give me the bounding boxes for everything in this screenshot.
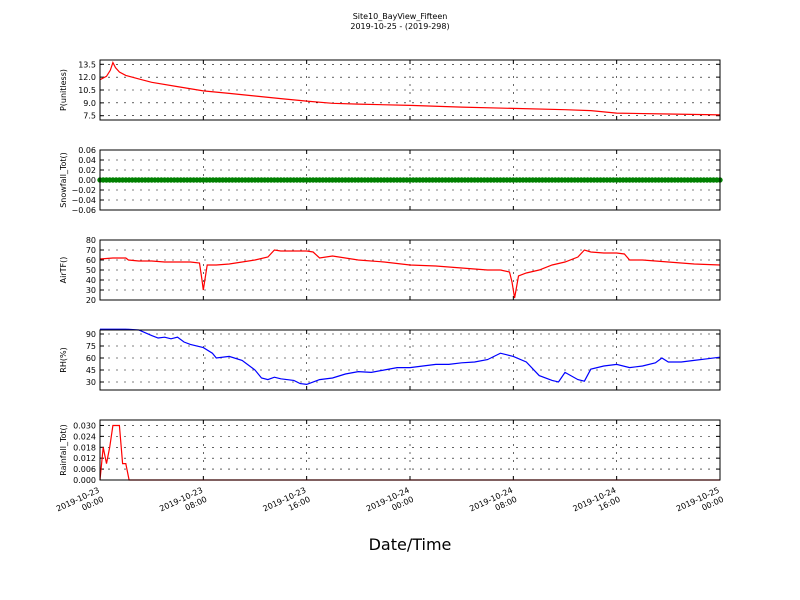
y-tick-label: 10.5 <box>78 86 96 95</box>
y-tick-label: 80 <box>86 236 96 245</box>
plot-frame <box>99 329 721 391</box>
x-axis-ticks: 2019-10-2300:00 2019-10-2308:00 2019-10-23… <box>55 486 725 523</box>
series-line-1 <box>99 61 721 116</box>
x-tick-label: 2019-10-2300:00 <box>55 486 105 523</box>
y-tick-label: 0.06 <box>78 146 96 155</box>
y-tick-label: 45 <box>86 366 96 375</box>
plot-frame <box>99 419 721 481</box>
x-tick-label: 2019-10-2316:00 <box>262 486 312 523</box>
y-tick-label: 0.04 <box>78 156 96 165</box>
y-tick-label: 90 <box>86 330 96 339</box>
y-tick-label: 0.024 <box>73 432 96 441</box>
y-tick-label: 30 <box>86 286 96 295</box>
chart-title: Site10_BayView_Fifteen <box>353 12 448 21</box>
x-axis-label: Date/Time <box>369 535 452 554</box>
y-tick-label: −0.02 <box>71 186 96 195</box>
y-tick-label: 0.006 <box>73 465 96 474</box>
y-tick-label: 0.02 <box>78 166 96 175</box>
panel-4: 90 75 60 45 30 RH(%) <box>59 328 721 391</box>
y-tick-label: 30 <box>86 378 96 387</box>
y-axis-label: AirTF() <box>59 257 68 284</box>
panel-5: 0.030 0.024 0.018 0.012 0.006 0.000 Rainfall_T… <box>59 419 721 485</box>
y-tick-label: 40 <box>86 276 96 285</box>
x-tick-label: 2019-10-2408:00 <box>468 486 518 523</box>
y-tick-label: 9.0 <box>83 99 96 108</box>
y-tick-label: 0.018 <box>73 443 96 452</box>
y-tick-label: 12.0 <box>78 73 96 82</box>
y-tick-label: 50 <box>86 266 96 275</box>
y-tick-label: −0.04 <box>71 196 96 205</box>
plot-frame <box>99 149 721 211</box>
chart-panels: 13.512.010.59.07.5P(unitless)0.060.040.0… <box>59 59 723 485</box>
y-tick-label: 0.012 <box>73 454 96 463</box>
series-line-3 <box>99 249 721 299</box>
y-axis-label: RH(%) <box>59 347 68 372</box>
y-axis-label: Snowfall_Tot() <box>59 152 68 208</box>
x-tick-label: 2019-10-2500:00 <box>675 486 725 523</box>
plot-frame <box>99 59 721 121</box>
x-tick-label: 2019-10-2308:00 <box>158 486 208 523</box>
y-tick-label: 60 <box>86 256 96 265</box>
y-tick-label: 70 <box>86 246 96 255</box>
panel-1: 13.5 12.0 10.5 9.0 7.5 P(unitless) <box>59 59 721 121</box>
chart-subtitle: 2019-10-25 - (2019-298) <box>350 22 449 31</box>
y-tick-label: 0.030 <box>73 421 96 430</box>
y-tick-label: −0.06 <box>71 206 96 215</box>
y-tick-label: 20 <box>86 296 96 305</box>
y-axis-label: P(unitless) <box>59 69 68 111</box>
y-tick-label: 60 <box>86 354 96 363</box>
plot-frame <box>99 239 721 301</box>
y-tick-label: 0.000 <box>73 476 96 485</box>
panel-2: 0.060.040.020.00−0.02−0.04−0.06Snowfall_… <box>59 146 723 215</box>
y-tick-label: 75 <box>86 342 96 351</box>
x-tick-label: 2019-10-2400:00 <box>365 486 415 523</box>
x-tick-label: 2019-10-2416:00 <box>572 486 622 523</box>
y-tick-label: 13.5 <box>78 60 96 69</box>
y-tick-label: 0.00 <box>78 176 96 185</box>
y-tick-label: 7.5 <box>83 112 96 121</box>
y-axis-label: Rainfall_Tot() <box>59 424 68 476</box>
series-line-4 <box>100 328 721 386</box>
